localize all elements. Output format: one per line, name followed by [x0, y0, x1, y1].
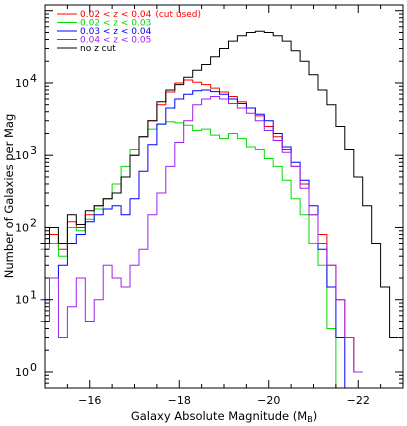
y-tick-exponent: 2: [30, 216, 37, 229]
series-line-2: [40, 121, 363, 389]
y-tick-exponent: 3: [30, 144, 37, 157]
series-lines: [40, 30, 399, 389]
y-axis-label: Number of Galaxies per Mag: [2, 114, 16, 279]
legend-label: 0.04 < z < 0.05: [80, 36, 151, 46]
y-tick-label: 10: [15, 77, 29, 90]
legend-label: no z cut: [80, 44, 116, 54]
legend-label: 0.02 < z < 0.04 (cut used): [80, 10, 201, 20]
series-line-4: [40, 96, 363, 373]
y-tick-label: 10: [15, 221, 29, 234]
series-line-3: [40, 89, 363, 389]
legend-note: (cut used): [155, 10, 201, 20]
legend-label: 0.02 < z < 0.03: [80, 19, 151, 29]
y-tick-label: 10: [15, 149, 29, 162]
series-line-1: [40, 79, 363, 373]
y-tick-exponent: 0: [30, 361, 37, 374]
x-tick-label: −20: [257, 394, 280, 407]
y-tick-label: 10: [15, 366, 29, 379]
legend-label: 0.03 < z < 0.04: [80, 27, 152, 37]
series-line-5: [40, 30, 399, 338]
legend: 0.02 < z < 0.04 (cut used)0.02 < z < 0.03…: [57, 10, 201, 54]
x-tick-label: −22: [347, 394, 370, 407]
plot-frame: [44, 4, 404, 389]
x-axis-label: Galaxy Absolute Magnitude (MB): [131, 409, 317, 424]
y-tick-exponent: 4: [30, 72, 37, 85]
x-tick-label: −18: [168, 394, 191, 407]
x-tick-label: −16: [78, 394, 101, 407]
y-tick-exponent: 1: [30, 289, 37, 302]
y-tick-label: 10: [15, 294, 29, 307]
